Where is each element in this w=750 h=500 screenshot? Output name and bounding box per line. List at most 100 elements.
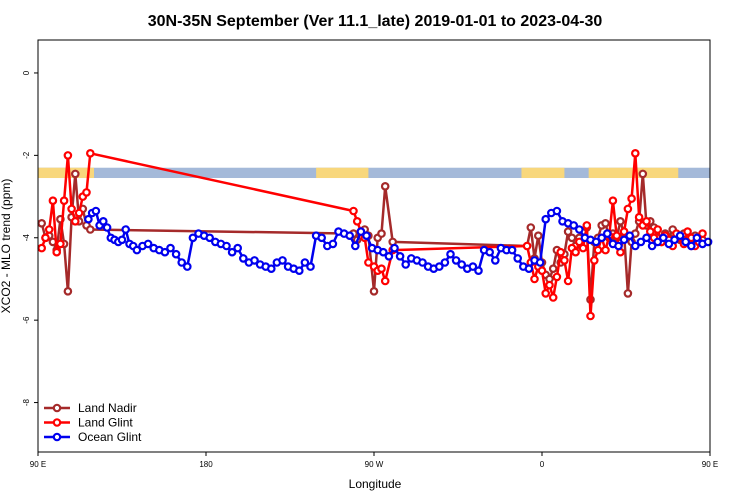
land-nadir-point [526,223,536,232]
ocean-glint-point [306,262,315,271]
ocean-glint-point [117,235,127,245]
ocean-glint-point [350,241,360,251]
ocean-glint-point [345,231,355,241]
land-glint-point [578,243,588,253]
land-nadir-point [369,286,379,296]
land-glint-point [56,239,65,249]
ocean-glint-point [418,258,427,267]
ocean-glint-point [474,266,483,276]
y-axis-label: XCO2 - MLO trend (ppm) [0,179,13,314]
ocean-glint-point [507,245,517,255]
ocean-glint-point [451,256,461,265]
ocean-glint-point [468,262,478,271]
land-glint-point [37,243,47,253]
land-nadir-point [616,217,625,226]
land-glint-point [574,237,584,247]
axes-layer: 90 E 180 90 W 0 90 E 0 -2 -4 -6 -8 [22,70,718,469]
series-ocean-glint [84,206,713,276]
ocean-glint-point [102,223,112,232]
land-glint-point [601,245,610,255]
y-tick-label: -6 [22,316,31,324]
land-nadir-point [71,169,80,179]
land-glint-point [63,151,73,160]
land-glint-point [48,196,58,206]
land-nadir-point [37,219,47,228]
ocean-glint-point [658,233,668,243]
ocean-glint-point [591,237,601,247]
legend-item: Ocean Glint [44,430,142,444]
land-glint-point [589,256,599,265]
land-glint-point [619,227,629,236]
land-glint-point [683,227,692,236]
land-band-segment [316,167,369,179]
ocean-glint-point [171,249,181,259]
land-nadir-point [377,229,386,238]
land-nadir-point [63,286,73,296]
ocean-glint-point [490,256,500,265]
land-glint-point [548,293,558,302]
land-glint-point [608,196,618,206]
y-tick-label: -2 [22,151,31,159]
land-nadir-point [601,219,610,228]
land-nadir-point [563,227,573,236]
ocean-band [38,167,710,179]
ocean-glint-point [541,214,551,224]
y-tick-label: -8 [22,398,31,406]
ocean-glint-point [625,231,635,241]
ocean-glint-point [614,241,623,251]
land-glint-point [537,266,547,276]
land-glint-point [556,247,566,257]
legend-swatch-marker [52,403,62,413]
ocean-glint-point [602,229,612,238]
ocean-glint-point [675,231,685,241]
land-glint-point [642,217,651,226]
ocean-glint-point [642,233,651,243]
legend-swatch-marker [52,432,62,442]
land-glint-point [586,311,595,321]
x-tick-label: 90 E [30,460,46,469]
ocean-glint-point [227,247,237,257]
land-glint-point [530,274,539,284]
ocean-glint-point [183,262,192,271]
ocean-glint-point [266,264,276,274]
land-band-segment [521,167,565,179]
ocean-glint-point [362,231,371,241]
land-glint-point [593,245,603,255]
ocean-glint-point [552,206,562,216]
land-glint-point [545,280,554,290]
land-glint-point [82,188,91,197]
land-glint-point [71,217,80,226]
ocean-glint-point [300,258,310,267]
ocean-glint-point [177,258,187,267]
ocean-glint-point [647,241,657,251]
land-glint-point [582,221,592,230]
land-glint-point [380,276,390,286]
ocean-glint-point [205,233,215,243]
land-glint-point [522,241,532,251]
x-axis-label: Longitude [349,477,402,491]
legend-label: Land Glint [78,416,133,430]
ocean-glint-point [485,247,495,257]
ocean-glint-point [160,247,170,257]
land-nadir-point [638,169,648,179]
ocean-glint-point [390,243,399,253]
ocean-glint-point [574,225,584,234]
land-nadir-point [548,264,558,274]
x-tick-label: 0 [540,460,545,469]
land-glint-point [630,149,640,158]
ocean-glint-point [328,239,338,249]
land-glint-point [74,208,84,218]
land-glint-point [86,149,95,158]
land-glint-point [349,206,358,216]
land-glint-point [645,227,655,236]
land-glint-point [560,256,569,265]
x-tick-label: 90 W [365,460,384,469]
land-glint-point [67,204,76,214]
ocean-glint-point [446,249,455,259]
land-glint-point [377,264,386,274]
legend-item: Land Nadir [44,401,137,415]
ocean-glint-point [597,233,607,243]
land-glint-point [364,258,373,267]
